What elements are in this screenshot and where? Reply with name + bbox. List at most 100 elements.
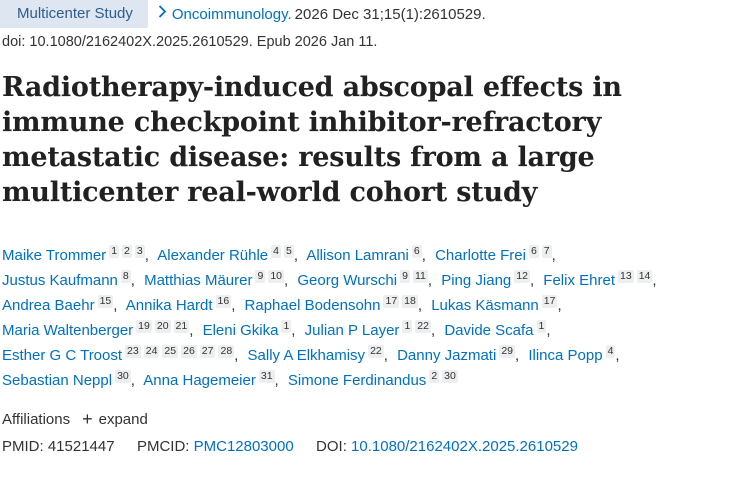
author-name-link[interactable]: Charlotte Frei	[435, 247, 526, 264]
author-separator: ,	[529, 272, 535, 289]
author-name-link[interactable]: Maria Waltenberger	[2, 322, 134, 339]
affiliation-number-link[interactable]: 1	[536, 320, 547, 333]
author-entry: Davide Scafa 1	[444, 320, 547, 339]
author-entry: Anna Hagemeier 31	[143, 370, 275, 389]
author-entry: Sebastian Neppl 30	[2, 370, 131, 389]
author-name-link[interactable]: Eleni Gkika	[202, 322, 279, 339]
author-name-link[interactable]: Anna Hagemeier	[143, 372, 256, 389]
author-entry: Matthias Mäurer 9 10	[144, 270, 284, 289]
author-name-link[interactable]: Sebastian Neppl	[2, 372, 113, 389]
author-entry: Georg Wurschi 9 11	[297, 270, 428, 289]
author-name-link[interactable]: Annika Hardt	[125, 297, 213, 314]
author-name-link[interactable]: Felix Ehret	[543, 272, 615, 289]
author-separator: ,	[615, 347, 620, 364]
affiliation-number-link[interactable]: 17	[541, 295, 558, 308]
author-entry: Andrea Baehr 15	[2, 295, 114, 314]
affiliation-number-link[interactable]: 22	[415, 320, 431, 333]
author-entry: Alexander Rühle 4 5	[157, 245, 294, 264]
pmid-value: 41521447	[47, 438, 115, 455]
citation-details: 2026 Dec 31;15(1):2610529.	[294, 5, 486, 23]
affiliation-number-link[interactable]: 18	[402, 295, 418, 308]
author-entry: Annika Hardt 16	[125, 295, 232, 314]
affiliation-number-link[interactable]: 24	[143, 345, 160, 358]
affiliation-number-link[interactable]: 2	[429, 370, 440, 383]
author-separator: ,	[427, 272, 433, 289]
affiliation-number-link[interactable]: 1	[402, 320, 413, 333]
affiliation-number-link[interactable]: 6	[528, 245, 539, 258]
affiliation-number-link[interactable]: 28	[218, 345, 235, 358]
affiliation-number-link[interactable]: 25	[162, 345, 179, 358]
author-name-link[interactable]: Esther G C Troost	[2, 347, 123, 364]
author-separator: ,	[291, 322, 296, 339]
affiliation-number-link[interactable]: 9	[255, 270, 266, 283]
author-name-link[interactable]: Sally A Elkhamisy	[247, 347, 366, 364]
author-separator: ,	[417, 297, 423, 314]
affiliation-number-link[interactable]: 4	[271, 245, 281, 258]
journal-link[interactable]: Oncoimmunology.	[171, 5, 292, 23]
affiliation-number-link[interactable]: 30	[115, 370, 131, 383]
affiliation-number-link[interactable]: 11	[412, 270, 428, 283]
affiliation-number-link[interactable]: 31	[258, 370, 275, 383]
author-entry: Lukas Käsmann 17	[431, 295, 558, 314]
author-separator: ,	[144, 247, 149, 264]
affiliation-number-link[interactable]: 2	[122, 245, 132, 258]
author-name-link[interactable]: Ilinca Popp	[528, 347, 603, 364]
doi-link[interactable]: 10.1080/2162402X.2025.2610529	[351, 438, 578, 455]
author-name-link[interactable]: Georg Wurschi	[297, 272, 398, 289]
publication-type-badge[interactable]: Multicenter Study	[0, 0, 148, 28]
affiliation-number-link[interactable]: 26	[181, 345, 197, 358]
affiliation-number-link[interactable]: 12	[514, 270, 530, 283]
author-name-link[interactable]: Allison Lamrani	[306, 247, 409, 264]
affiliation-number-link[interactable]: 7	[541, 245, 552, 258]
affiliation-number-link[interactable]: 6	[411, 245, 422, 258]
affiliation-number-link[interactable]: 22	[368, 345, 384, 358]
affiliation-number-link[interactable]: 16	[215, 295, 232, 308]
author-separator: ,	[430, 322, 436, 339]
author-entry: Raphael Bodensohn 17 18	[244, 295, 418, 314]
affiliation-number-link[interactable]: 21	[173, 320, 190, 333]
author-name-link[interactable]: Justus Kaufmann	[2, 272, 118, 289]
expand-affiliations-button[interactable]: expand	[98, 410, 148, 428]
affiliation-number-link[interactable]: 9	[400, 270, 410, 283]
affiliation-number-link[interactable]: 4	[605, 345, 616, 358]
affiliation-number-link[interactable]: 23	[125, 345, 141, 358]
affiliation-number-link[interactable]: 1	[109, 245, 120, 258]
author-entry: Sally A Elkhamisy 22	[247, 345, 384, 364]
pmcid-label: PMCID:	[136, 438, 190, 455]
author-entry: Felix Ehret 13 14	[543, 270, 653, 289]
affiliation-number-link[interactable]: 30	[442, 370, 458, 383]
author-separator: ,	[113, 297, 118, 314]
affiliation-number-link[interactable]: 17	[383, 295, 400, 308]
affiliation-number-link[interactable]: 3	[134, 245, 145, 258]
author-separator: ,	[515, 347, 520, 364]
author-name-link[interactable]: Ping Jiang	[441, 272, 512, 289]
affiliation-number-link[interactable]: 15	[97, 295, 114, 308]
author-entry: Eleni Gkika 1	[202, 320, 292, 339]
author-entry: Maike Trommer 1 2 3	[2, 245, 145, 264]
affiliation-number-link[interactable]: 20	[154, 320, 171, 333]
affiliation-number-link[interactable]: 14	[636, 270, 653, 283]
affiliation-number-link[interactable]: 5	[283, 245, 294, 258]
author-name-link[interactable]: Alexander Rühle	[157, 247, 269, 264]
author-name-link[interactable]: Matthias Mäurer	[144, 272, 253, 289]
author-name-link[interactable]: Danny Jazmati	[397, 347, 497, 364]
affiliation-number-link[interactable]: 19	[136, 320, 152, 333]
author-entry: Allison Lamrani 6	[306, 245, 422, 264]
author-entry: Danny Jazmati 29	[397, 345, 515, 364]
author-name-link[interactable]: Simone Ferdinandus	[287, 372, 427, 389]
affiliation-number-link[interactable]: 10	[268, 270, 284, 283]
affiliation-number-link[interactable]: 29	[499, 345, 515, 358]
author-name-link[interactable]: Raphael Bodensohn	[244, 297, 381, 314]
author-name-link[interactable]: Maike Trommer	[2, 247, 107, 264]
affiliation-number-link[interactable]: 8	[120, 270, 131, 283]
affiliation-number-link[interactable]: 13	[618, 270, 634, 283]
author-separator: ,	[234, 347, 239, 364]
affiliation-number-link[interactable]: 27	[199, 345, 216, 358]
author-name-link[interactable]: Andrea Baehr	[2, 297, 95, 314]
author-name-link[interactable]: Julian P Layer	[304, 322, 400, 339]
author-name-link[interactable]: Davide Scafa	[444, 322, 534, 339]
author-name-link[interactable]: Lukas Käsmann	[431, 297, 539, 314]
pmcid-link[interactable]: PMC12803000	[193, 438, 294, 455]
affiliation-number-link[interactable]: 1	[281, 320, 292, 333]
plus-icon[interactable]: +	[82, 409, 93, 429]
